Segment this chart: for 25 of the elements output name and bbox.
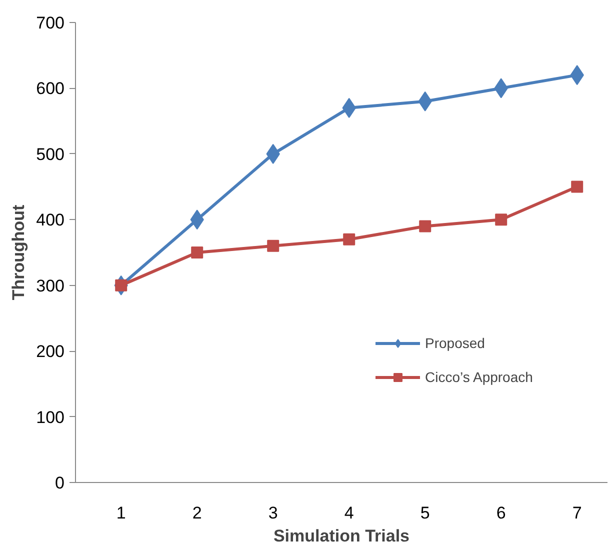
y-tick-label: 400: [36, 210, 65, 230]
x-tick-label: 6: [496, 504, 506, 522]
legend-label: Cicco’s Approach: [425, 369, 533, 385]
x-tick-label: 3: [268, 504, 278, 522]
x-tick-label: 7: [572, 504, 582, 522]
point: [267, 240, 280, 252]
x-tick-label: 4: [344, 504, 354, 522]
point: [571, 180, 584, 193]
legend-label: Proposed: [425, 335, 485, 351]
y-axis-title: Throughout: [9, 204, 28, 300]
point: [495, 214, 508, 226]
y-tick-label: 200: [36, 342, 65, 362]
x-tick-label: 1: [116, 504, 126, 522]
y-tick-label: 500: [36, 144, 65, 164]
y-tick-label: 300: [36, 276, 65, 296]
point: [343, 233, 356, 246]
point: [191, 246, 204, 258]
x-axis-title: Simulation Trials: [273, 526, 410, 546]
x-tick-label: 5: [420, 504, 430, 522]
y-tick-label: 0: [55, 474, 65, 492]
y-tick-label: 100: [36, 408, 65, 427]
y-tick-label: 700: [36, 14, 65, 32]
x-tick-label: 2: [192, 504, 202, 522]
point: [419, 220, 432, 232]
y-tick-label: 600: [36, 79, 65, 98]
